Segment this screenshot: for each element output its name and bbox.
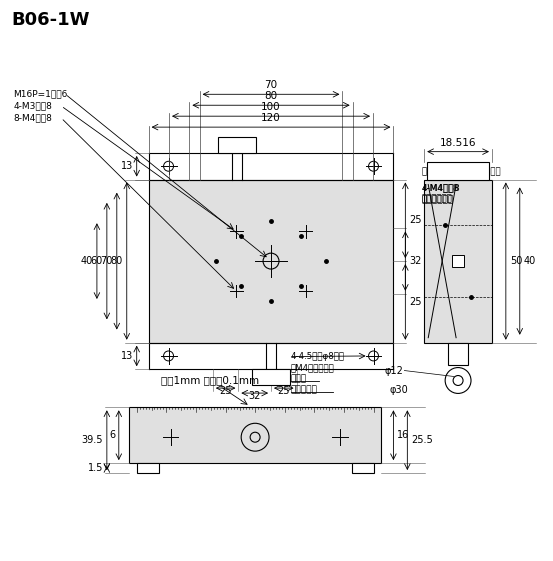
Text: 100: 100 bbox=[261, 102, 281, 112]
Bar bbox=[129, 407, 382, 463]
Text: φ30: φ30 bbox=[389, 385, 408, 396]
Bar bbox=[448, 343, 468, 365]
Text: 80: 80 bbox=[264, 91, 278, 101]
Text: 120: 120 bbox=[261, 113, 281, 123]
Text: 進給用把手: 進給用把手 bbox=[291, 385, 318, 394]
Text: 32: 32 bbox=[248, 391, 261, 401]
Text: 4-M4深剤8: 4-M4深剤8 bbox=[421, 183, 458, 192]
Text: 40: 40 bbox=[81, 256, 93, 266]
Text: 70: 70 bbox=[101, 256, 113, 266]
Text: 70: 70 bbox=[264, 80, 278, 90]
Text: 50: 50 bbox=[510, 256, 522, 266]
Text: 18.516: 18.516 bbox=[440, 137, 476, 148]
Text: 4-M3深剤8: 4-M3深剤8 bbox=[13, 102, 52, 111]
Text: 自反面開吆4-4.5通孔φ8沉孔: 自反面開吆4-4.5通孔φ8沉孔 bbox=[421, 167, 501, 176]
Text: 6: 6 bbox=[109, 430, 116, 440]
Text: φ12: φ12 bbox=[384, 366, 403, 375]
Text: （M4用螺栓孔）: （M4用螺栓孔） bbox=[291, 363, 335, 372]
Text: 1.5: 1.5 bbox=[87, 463, 103, 473]
Text: 25: 25 bbox=[409, 215, 422, 226]
Text: 16: 16 bbox=[398, 430, 410, 440]
Bar bbox=[352, 463, 373, 473]
Text: 39.5: 39.5 bbox=[81, 435, 103, 445]
Text: 25: 25 bbox=[278, 386, 290, 396]
Text: 25.5: 25.5 bbox=[411, 435, 433, 445]
Text: 25: 25 bbox=[220, 386, 232, 396]
Text: 8-M4深剤8: 8-M4深剤8 bbox=[13, 113, 52, 122]
Text: 60: 60 bbox=[91, 256, 103, 266]
Bar bbox=[252, 369, 290, 385]
Text: 25: 25 bbox=[409, 297, 422, 307]
Text: 4-4.5通孔φ8沉孔: 4-4.5通孔φ8沉孔 bbox=[291, 352, 345, 361]
Text: 80: 80 bbox=[111, 256, 123, 266]
Text: B06-1W: B06-1W bbox=[12, 11, 90, 29]
Text: 刻剤1mm 遊尺規0.1mm: 刻剤1mm 遊尺規0.1mm bbox=[161, 375, 259, 385]
Bar bbox=[218, 137, 255, 153]
Text: 13: 13 bbox=[121, 351, 133, 361]
Bar bbox=[424, 180, 492, 343]
Text: 13: 13 bbox=[121, 161, 133, 171]
Text: 固定具: 固定具 bbox=[291, 374, 307, 383]
Text: 40: 40 bbox=[524, 256, 536, 266]
Bar bbox=[149, 180, 393, 343]
Bar bbox=[452, 255, 464, 267]
Bar bbox=[137, 463, 159, 473]
Bar bbox=[427, 162, 489, 180]
Text: （背面相同）: （背面相同） bbox=[421, 195, 453, 204]
Text: M16P=1深剤6: M16P=1深剤6 bbox=[13, 89, 67, 98]
Text: 4-M4深剤8: 4-M4深剤8 bbox=[421, 183, 460, 192]
Text: 32: 32 bbox=[409, 256, 422, 266]
Text: （背面相同）: （背面相同） bbox=[421, 194, 452, 203]
